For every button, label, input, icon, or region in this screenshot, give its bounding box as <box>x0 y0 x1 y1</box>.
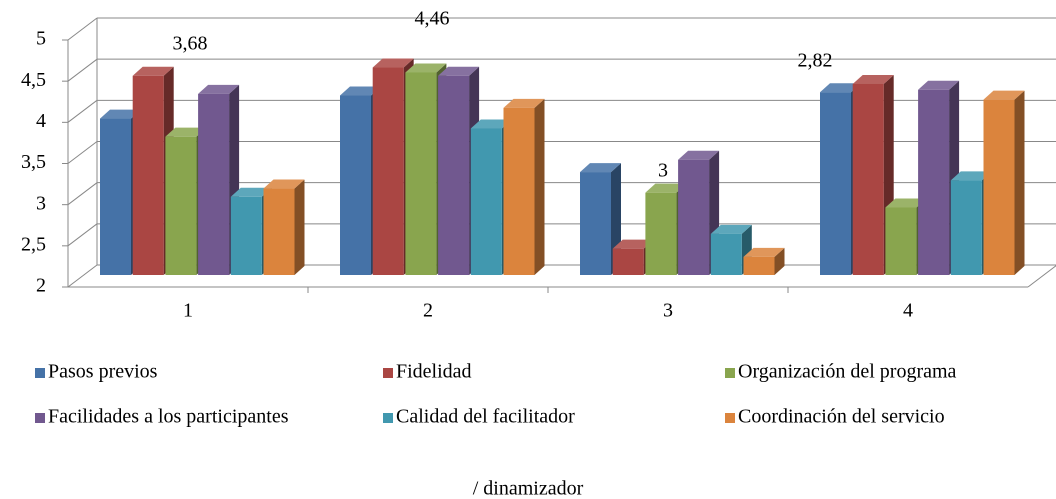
data-label: 2,82 <box>798 50 833 72</box>
legend-label: Fidelidad <box>396 361 472 383</box>
legend-swatch <box>725 413 735 423</box>
grid-line <box>67 17 98 41</box>
y-tick-label: 3 <box>36 192 46 214</box>
bar-top <box>950 171 992 181</box>
bar-front <box>743 256 775 275</box>
grid-line <box>67 182 98 206</box>
bar-front <box>918 89 950 275</box>
bar-top <box>678 150 720 160</box>
bar-front <box>405 72 437 276</box>
y-tick-label: 3,5 <box>21 151 46 173</box>
bar <box>580 163 621 275</box>
y-tick-label: 4,5 <box>21 69 46 91</box>
bar-front <box>230 196 262 275</box>
bar-top <box>340 86 381 96</box>
bar <box>743 247 785 275</box>
bar-top <box>503 98 545 108</box>
axis-line <box>1027 265 1056 288</box>
legend-label: Calidad del facilitador <box>396 406 575 428</box>
y-tick-label: 5 <box>36 28 46 50</box>
legend-swatch <box>725 368 735 378</box>
bar-front <box>612 248 644 275</box>
bar-front <box>132 75 164 276</box>
bar <box>503 98 545 275</box>
bar-front <box>372 67 404 276</box>
bar-top <box>710 224 752 234</box>
legend-label: Coordinación del servicio <box>738 406 945 428</box>
x-tick-label: 2 <box>423 300 433 322</box>
legend-label: Pasos previos <box>48 361 158 383</box>
x-tick-label: 3 <box>663 300 673 322</box>
bar-top <box>983 90 1025 100</box>
y-tick-label: 2,5 <box>21 233 46 255</box>
bar-front <box>340 95 371 275</box>
bar-top <box>263 179 305 189</box>
bar-side <box>774 247 785 275</box>
grid-line <box>67 99 98 123</box>
bar-front <box>950 180 982 275</box>
bar-top <box>198 84 240 94</box>
bar-side <box>534 98 545 275</box>
bar-top <box>165 127 207 137</box>
grid-line <box>67 264 98 288</box>
footnote: / dinamizador <box>473 478 584 499</box>
bar <box>263 179 305 275</box>
bar-top <box>132 66 174 76</box>
bar-top <box>612 239 654 249</box>
bar-front <box>438 75 470 276</box>
bar-front <box>820 92 851 275</box>
bar-front <box>885 207 917 275</box>
bar-top <box>372 58 414 68</box>
bar-front <box>100 118 131 275</box>
bar-side <box>294 179 305 275</box>
bar-front <box>263 188 295 275</box>
bar-front <box>165 136 197 275</box>
bar-top <box>820 83 861 93</box>
bar-front <box>678 159 710 275</box>
bar-front <box>645 192 677 275</box>
bar-side <box>1014 90 1025 275</box>
bar-top <box>918 80 960 90</box>
bar <box>983 90 1025 275</box>
y-tick-label: 2 <box>36 275 46 297</box>
bar-top <box>852 74 894 84</box>
bar-front <box>710 233 742 275</box>
bar-front <box>470 128 502 275</box>
data-label: 3 <box>658 160 668 182</box>
bar-front <box>983 99 1015 275</box>
x-tick-label: 1 <box>183 300 193 322</box>
bar-top <box>743 247 785 257</box>
grid-line <box>67 58 98 82</box>
bar-top <box>645 183 687 193</box>
bar-top <box>470 119 512 129</box>
x-tick-label: 4 <box>903 300 913 322</box>
legend-label: Facilidades a los participantes <box>48 406 289 428</box>
bar-top <box>438 66 480 76</box>
bar-top <box>100 109 141 119</box>
legend-swatch <box>35 368 45 378</box>
grid-line <box>67 223 98 247</box>
bar-front <box>503 107 535 275</box>
data-label: 4,46 <box>415 8 450 30</box>
grid-line <box>67 141 98 164</box>
bar-top <box>885 198 927 208</box>
legend-swatch <box>383 413 393 423</box>
bar-top <box>230 187 272 197</box>
bar-front <box>852 83 884 275</box>
legend-swatch <box>35 413 45 423</box>
bar-front <box>198 93 230 275</box>
bar-top <box>580 163 621 173</box>
legend-swatch <box>383 368 393 378</box>
y-tick-label: 4 <box>36 110 46 132</box>
bar-top <box>405 63 447 73</box>
legend-label: Organización del programa <box>738 361 957 383</box>
bar-front <box>580 172 611 275</box>
data-label: 3,68 <box>173 33 208 55</box>
